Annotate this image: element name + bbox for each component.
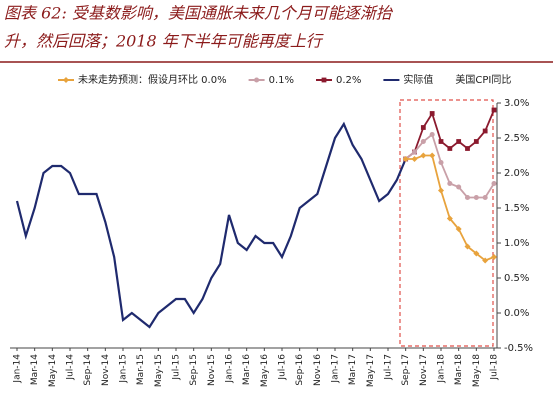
x-tick-label: Nov-16 [313,354,323,386]
y-tick-label: 2.5% [504,133,529,144]
x-tick-label: Sep-16 [295,354,305,386]
series-line [405,132,495,199]
point-marker [429,152,436,159]
y-axis-label: 美国CPI同比 [455,73,511,86]
point-marker [420,152,427,159]
legend-label: 未来走势预测：假设月环比 0.0% [78,73,227,86]
chart-title: 图表 62: 受基数影响，美国通胀未来几个月可能逐渐抬 [4,4,394,23]
point-marker [464,194,471,201]
x-tick-label: Nov-15 [207,354,217,386]
x-tick-label: Jul-18 [490,354,500,381]
point-marker [464,243,471,250]
x-tick-label: May-14 [48,354,58,387]
y-tick-label: 1.0% [504,238,529,249]
point-marker [411,156,418,162]
point-marker [411,149,418,155]
point-marker [446,215,453,222]
x-tick-label: Jan-14 [13,354,23,384]
point-marker [429,111,435,116]
x-tick-label: Jan-16 [225,354,235,384]
x-tick-label: Sep-14 [83,354,93,386]
point-marker [491,180,497,187]
point-marker [473,250,480,257]
point-marker [491,107,497,113]
y-tick-label: 3.0% [504,98,529,109]
y-tick-label: 0.5% [504,273,529,284]
point-marker [456,139,462,144]
point-marker [447,180,453,187]
x-tick-label: Jul-15 [172,354,182,381]
point-marker [482,194,488,201]
point-marker [482,257,489,264]
point-marker [438,159,444,166]
x-tick-label: Nov-14 [101,354,111,386]
y-tick-label: -0.5% [504,343,533,354]
x-tick-label: Jul-14 [66,354,76,381]
x-tick-label: May-15 [154,354,164,387]
x-tick-label: Mar-14 [30,354,40,385]
y-tick-label: 2.0% [504,168,529,179]
point-marker [438,139,444,144]
point-marker [491,254,497,260]
point-marker [420,138,426,145]
series-line [405,109,495,160]
y-tick-label: 0.0% [504,308,529,319]
x-tick-label: Jan-15 [119,354,129,384]
x-tick-label: Mar-18 [454,354,464,385]
chart-title-line-2: 升，然后回落；2018 年下半年可能再度上行 [4,32,324,51]
x-tick-label: Mar-15 [136,354,146,385]
point-marker [456,184,462,190]
x-tick-label: Jan-17 [331,354,341,384]
x-tick-label: May-18 [472,354,482,387]
point-marker [402,156,409,162]
point-marker [482,128,488,134]
x-tick-label: Sep-15 [189,354,199,386]
x-tick-label: Jul-16 [278,354,288,381]
x-tick-label: Jul-17 [384,354,394,381]
point-marker [420,125,426,130]
point-marker [473,194,479,201]
x-tick-label: Jan-18 [437,354,447,384]
point-marker [429,131,435,138]
legend-label: 0.2% [336,75,361,86]
series-line [405,154,495,262]
x-tick-label: Mar-17 [348,354,358,385]
forecast-box [399,99,494,347]
x-tick-label: Nov-17 [419,354,429,386]
point-marker [455,226,462,232]
point-marker [447,146,453,151]
x-tick-label: May-16 [260,354,270,387]
point-marker [63,77,69,83]
point-marker [438,187,444,194]
x-tick-label: May-17 [366,354,376,387]
point-marker [321,77,327,83]
x-tick-label: Sep-17 [401,354,411,386]
point-marker [254,77,260,83]
legend-label: 0.1% [269,75,294,86]
point-marker [473,139,479,144]
x-tick-label: Mar-16 [242,354,252,385]
series-line [15,121,407,329]
legend-label: 实际值 [403,73,433,86]
y-tick-label: 1.5% [504,203,529,214]
point-marker [465,146,470,151]
